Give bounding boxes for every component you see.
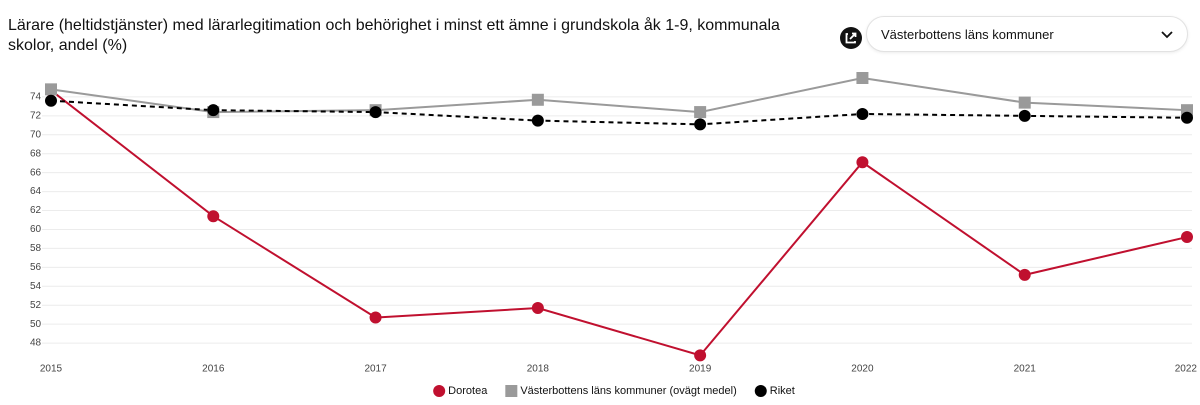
series-line	[50, 89, 1188, 357]
marker	[531, 302, 544, 315]
legend-label: Dorotea	[448, 385, 488, 397]
y-tick-label: 62	[30, 205, 42, 216]
marker	[694, 106, 707, 119]
legend-marker	[433, 385, 446, 397]
marker	[207, 104, 220, 117]
y-tick-label: 72	[30, 111, 42, 122]
x-tick-label: 2021	[1014, 364, 1037, 375]
marker	[1181, 231, 1193, 244]
marker	[694, 118, 707, 131]
y-tick-label: 60	[30, 224, 42, 235]
y-tick-label: 74	[30, 92, 42, 103]
marker	[369, 311, 382, 324]
x-tick-label: 2018	[527, 364, 550, 375]
marker	[856, 107, 869, 120]
marker	[531, 93, 544, 106]
dropdown-value: Västerbottens läns kommuner	[881, 27, 1054, 42]
marker	[207, 210, 220, 223]
marker	[856, 156, 869, 169]
y-tick-label: 70	[30, 129, 42, 140]
legend-marker	[505, 385, 518, 397]
y-tick-label: 66	[30, 167, 42, 178]
x-tick-label: 2017	[364, 364, 387, 375]
y-tick-label: 56	[30, 262, 42, 273]
marker	[1018, 268, 1031, 281]
y-tick-label: 48	[30, 338, 42, 349]
y-tick-label: 54	[30, 281, 42, 292]
marker	[531, 114, 544, 127]
legend-marker	[754, 385, 767, 397]
y-tick-label: 50	[30, 319, 42, 330]
marker	[1018, 109, 1031, 122]
y-tick-label: 64	[30, 186, 42, 197]
share-icon[interactable]	[840, 27, 862, 49]
chevron	[1161, 31, 1173, 39]
marker	[1181, 111, 1193, 124]
marker	[1018, 96, 1031, 109]
marker	[856, 72, 869, 84]
x-tick-label: 2019	[689, 364, 712, 375]
legend: Dorotea Västerbottens läns kommuner (oväg…	[433, 385, 795, 397]
x-tick-label: 2015	[40, 364, 63, 375]
y-tick-label: 68	[30, 148, 42, 159]
x-tick-label: 2016	[202, 364, 225, 375]
marker	[45, 94, 57, 107]
y-tick-label: 58	[30, 243, 42, 254]
marker	[694, 349, 707, 362]
legend-label: Riket	[770, 385, 795, 397]
dropdown[interactable]: Västerbottens läns kommuner	[866, 16, 1188, 52]
legend-label: Västerbottens läns kommuner (ovägt medel…	[520, 385, 736, 397]
y-tick-label: 52	[30, 300, 42, 311]
chart-title: Lärare (heltidstjänster) med lärarlegiti…	[8, 17, 780, 54]
marker	[369, 106, 382, 119]
marker	[45, 83, 57, 96]
x-tick-label: 2022	[1175, 364, 1198, 375]
x-tick-label: 2020	[851, 364, 874, 375]
series-line	[50, 99, 1188, 126]
series-line	[50, 76, 1188, 114]
